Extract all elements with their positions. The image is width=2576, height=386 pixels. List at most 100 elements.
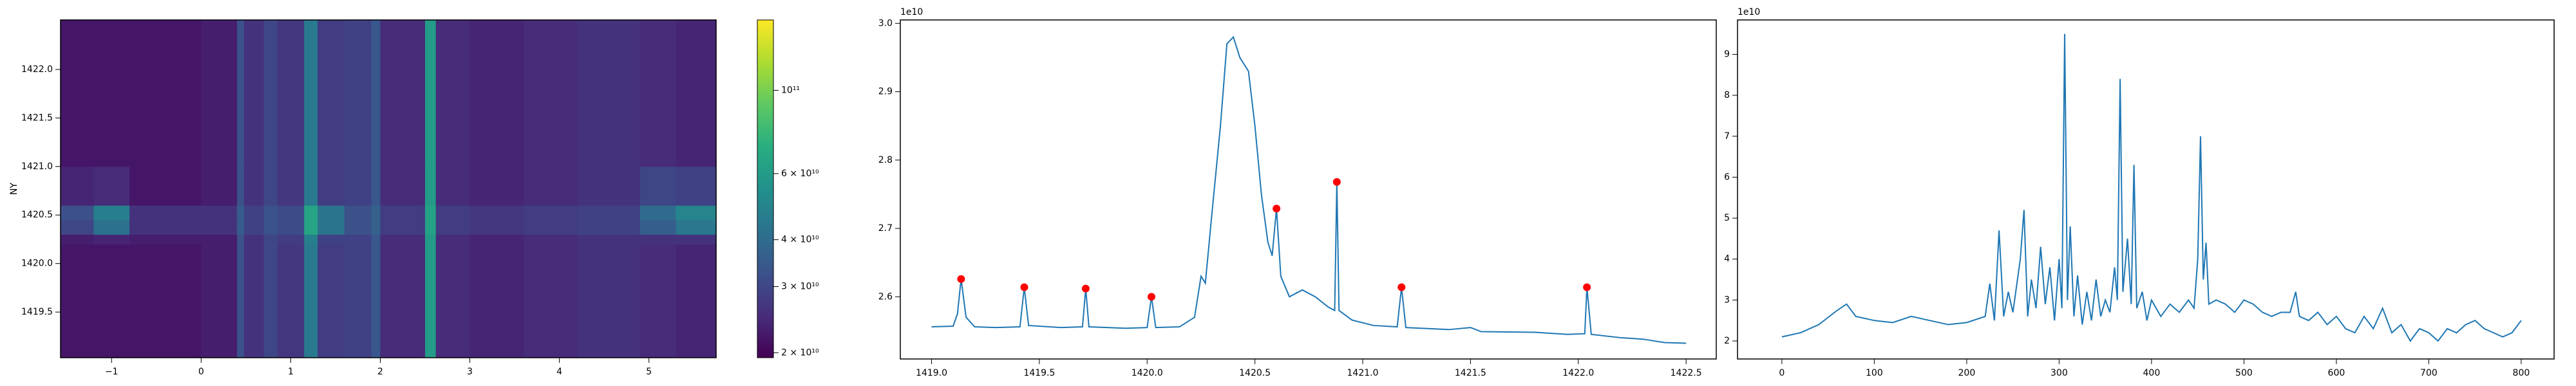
heatmap-cell (344, 20, 372, 167)
x-tick-label: 700 (2420, 368, 2438, 378)
x-tick-label: 1421.5 (1455, 368, 1486, 378)
x-tick-label: 200 (1958, 368, 1976, 378)
peak-marker (1583, 283, 1591, 291)
colorbar (757, 19, 774, 358)
heatmap-cell (435, 234, 471, 244)
heatmap-cell (577, 166, 641, 206)
heatmap-cell (236, 234, 245, 244)
y-tick-label: 2.9 (878, 87, 893, 97)
heatmap-cell (435, 205, 471, 221)
heatmap-cell (317, 166, 345, 206)
heatmap-cell (676, 234, 717, 244)
x-tick-label: 500 (2235, 368, 2253, 378)
heatmap-cell (380, 234, 426, 244)
y-tick-label: 1421.0 (21, 161, 53, 172)
heatmap-cell (201, 166, 238, 206)
heatmap-cell (425, 244, 437, 358)
heatmap-cell (263, 205, 278, 221)
y-tick-label: 2.7 (878, 223, 893, 234)
heatmap-cell (639, 20, 676, 167)
heatmap-cell (236, 219, 245, 235)
heatmap-cell (263, 234, 278, 244)
heatmap-cell (676, 219, 717, 235)
heatmap-cell (435, 20, 471, 167)
heatmap-cell (61, 234, 94, 244)
peak-marker (1147, 293, 1155, 301)
x-tick-label: 300 (2050, 368, 2068, 378)
peak-marker (1273, 205, 1281, 213)
y-tick-label: 2.6 (878, 291, 893, 302)
heatmap-cell (435, 166, 471, 206)
heatmap-cell (380, 219, 426, 235)
x-tick-label: 1419.0 (916, 368, 947, 378)
heatmap-cell (277, 166, 305, 206)
colorbar-tick-label: 6 × 10¹⁰ (781, 169, 819, 179)
heatmap-cell (425, 166, 437, 206)
x-tick-label: 5 (646, 367, 652, 377)
heatmap-cell (344, 205, 372, 221)
heatmap-cell (523, 20, 578, 167)
heatmap-cell (277, 219, 305, 235)
x-tick-label: 600 (2328, 368, 2345, 378)
heatmap-cell (344, 219, 372, 235)
heatmap-cell (93, 244, 130, 358)
y-tick-label: 9 (1724, 49, 1730, 59)
heatmap-cell (201, 219, 238, 235)
heatmap-cell (639, 234, 676, 244)
heatmap-cell (425, 234, 437, 244)
heatmap-cell (93, 219, 130, 235)
x-tick-label: 1420.0 (1132, 368, 1163, 378)
y-tick-label: 6 (1724, 172, 1730, 182)
y-tick-label: 8 (1724, 90, 1730, 100)
y-tick-label: 3.0 (878, 18, 893, 28)
heatmap-cell (676, 20, 717, 167)
y-axis-label: NY (9, 183, 19, 195)
y-tick-label: 1420.0 (21, 259, 53, 269)
heatmap-cell (523, 219, 578, 235)
heatmap-cell (639, 166, 676, 206)
heatmap-cell (304, 20, 318, 167)
heatmap-cell (304, 244, 318, 358)
heatmap-cell (277, 205, 305, 221)
heatmap-cell (639, 205, 676, 221)
x-tick-label: 1 (288, 367, 294, 377)
heatmap-cell (577, 205, 641, 221)
heatmap-cell (425, 219, 437, 235)
peak-marker (1397, 283, 1406, 291)
colorbar-tick-label: 4 × 10¹⁰ (781, 235, 819, 245)
heatmap-cell (263, 20, 278, 167)
heatmap-cell (577, 219, 641, 235)
y-tick-label: 4 (1724, 254, 1730, 264)
heatmap-cell (236, 205, 245, 221)
heatmap-cell (425, 20, 437, 167)
heatmap-cell (469, 205, 524, 221)
x-tick-label: 1421.0 (1347, 368, 1379, 378)
heatmap-cell (676, 244, 717, 358)
x-tick-label: 2 (377, 367, 383, 377)
heatmap-cell (236, 20, 245, 167)
heatmap-cell (380, 244, 426, 358)
heatmap-cell (263, 244, 278, 358)
y-tick-label: 1420.5 (21, 210, 53, 220)
heatmap-cell (317, 205, 345, 221)
heatmap-cell (317, 244, 345, 358)
x-tick-label: 1422.5 (1671, 368, 1702, 378)
x-tick-label: 1419.5 (1023, 368, 1055, 378)
heatmap-cell (523, 205, 578, 221)
x-tick-label: 1420.5 (1239, 368, 1271, 378)
x-tick-label: 100 (1866, 368, 1883, 378)
heatmap-cell (371, 205, 381, 221)
heatmap-cell (236, 244, 245, 358)
colorbar-tick-label: 3 × 10¹⁰ (781, 282, 819, 292)
heatmap-cell (380, 20, 426, 167)
heatmap-cell (93, 20, 130, 167)
heatmap-cell (676, 166, 717, 206)
heatmap-cell (263, 166, 278, 206)
heatmap-cell (201, 244, 238, 358)
heatmap-cell (277, 20, 305, 167)
heatmap-cell (129, 205, 202, 221)
line (1781, 33, 2522, 342)
y-tick-label: 1422.0 (21, 64, 53, 75)
heatmap-cell (380, 166, 426, 206)
y-tick-label: 3 (1724, 295, 1730, 305)
